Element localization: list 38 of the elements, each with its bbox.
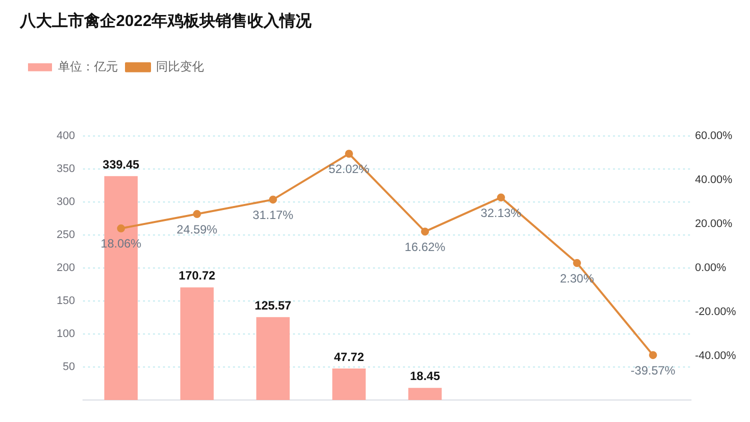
y-tick-label: 400 [56, 130, 75, 142]
data-label: 170.72 [178, 268, 216, 283]
y2-tick-label: 20.00% [695, 218, 733, 230]
data-label: -39.57% [630, 363, 676, 378]
point [649, 351, 657, 360]
bar [332, 368, 366, 400]
data-label: 125.57 [254, 298, 292, 312]
bar [180, 287, 214, 400]
data-label: 339.45 [102, 157, 140, 172]
point [117, 224, 125, 232]
y2-tick-label: 60.00% [695, 130, 733, 142]
data-label: 31.17% [252, 208, 294, 222]
y-tick-label: 350 [56, 163, 75, 176]
y2-tick-label: -20.00% [695, 306, 736, 318]
bar [256, 317, 290, 400]
y2-tick-label: -40.00% [695, 350, 736, 362]
point [497, 193, 505, 202]
bar [408, 388, 442, 400]
point [269, 196, 277, 204]
legend-label: 同比变化 [156, 60, 204, 74]
data-label: 18.45 [410, 369, 440, 384]
data-label: 16.62% [404, 240, 446, 254]
data-label: 24.59% [176, 222, 218, 236]
y-tick-label: 100 [56, 328, 75, 340]
data-label: 47.72 [334, 350, 364, 364]
point [345, 150, 353, 158]
y2-tick-label: 0.00% [695, 262, 726, 274]
point [193, 210, 201, 218]
legend-label: 单位：亿元 [58, 60, 118, 74]
point [421, 228, 429, 236]
y-tick-label: 50 [62, 361, 75, 374]
y2-tick-label: 40.00% [695, 174, 733, 186]
y-tick-label: 200 [56, 262, 75, 274]
y-tick-label: 250 [56, 229, 75, 242]
y-tick-label: 300 [56, 196, 75, 208]
y-tick-label: 150 [56, 295, 75, 308]
point [573, 259, 581, 268]
chart-title: 八大上市禽企2022年鸡板块销售收入情况 [19, 12, 313, 30]
